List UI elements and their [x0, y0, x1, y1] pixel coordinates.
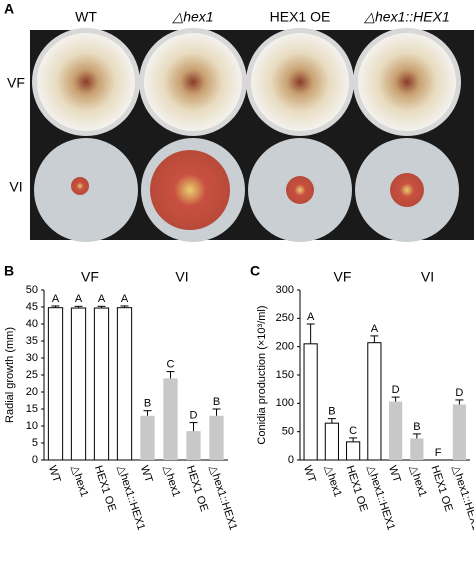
significance-letter: A	[98, 293, 106, 305]
bar	[70, 307, 87, 461]
significance-letter: D	[455, 387, 463, 399]
bar	[346, 441, 361, 461]
y-tick-label: 45	[26, 301, 38, 313]
panel-label: B	[4, 263, 14, 279]
bar	[163, 378, 178, 460]
bar	[116, 307, 133, 461]
y-tick-label: 250	[276, 312, 294, 324]
panel-label: A	[4, 1, 14, 17]
row-label: VF	[7, 75, 25, 91]
bar	[209, 415, 224, 460]
x-tick-label: △hex1	[322, 464, 343, 498]
significance-letter: C	[349, 425, 357, 437]
x-tick-label: △hex1::HEX1	[207, 464, 239, 532]
x-tick-label: △hex1	[69, 464, 90, 498]
significance-letter: B	[328, 406, 335, 418]
x-tick-label: △hex1	[407, 464, 428, 498]
y-tick-label: 25	[26, 369, 38, 381]
bar	[93, 307, 110, 461]
x-tick-label: WT	[301, 464, 318, 484]
x-tick-label: WT	[46, 464, 63, 484]
x-tick-label: △hex1	[161, 464, 182, 498]
y-tick-label: 100	[276, 397, 294, 409]
x-tick-label: HEX1 OE	[92, 464, 118, 513]
y-tick-label: 35	[26, 335, 38, 347]
significance-letter: D	[190, 410, 198, 422]
y-tick-label: 50	[282, 426, 294, 438]
significance-letter: A	[121, 293, 129, 305]
y-tick-label: 150	[276, 369, 294, 381]
bar	[324, 422, 339, 461]
y-tick-label: 0	[288, 454, 294, 466]
group-label: VI	[175, 269, 188, 285]
bar	[303, 343, 318, 461]
column-label: HEX1 OE	[270, 9, 331, 25]
bar	[389, 401, 403, 460]
group-label: VF	[81, 269, 99, 285]
y-tick-label: 0	[32, 454, 38, 466]
significance-letter: F	[435, 447, 442, 459]
column-label: △hex1	[171, 9, 213, 25]
y-tick-label: 30	[26, 352, 38, 364]
bar	[140, 415, 155, 460]
y-tick-label: 200	[276, 341, 294, 353]
y-tick-label: 10	[26, 420, 38, 432]
group-label: VF	[334, 269, 352, 285]
column-label: △hex1::HEX1	[363, 9, 449, 25]
significance-letter: B	[413, 421, 420, 433]
y-tick-label: 15	[26, 403, 38, 415]
panel-label: C	[250, 263, 260, 279]
bar	[47, 307, 64, 461]
column-label: WT	[75, 9, 97, 25]
significance-letter: A	[52, 293, 60, 305]
y-tick-label: 5	[32, 437, 38, 449]
y-tick-label: 20	[26, 386, 38, 398]
significance-letter: C	[167, 359, 175, 371]
row-label: VI	[9, 179, 22, 195]
x-tick-label: △hex1::HEX1	[450, 464, 474, 532]
significance-letter: D	[392, 384, 400, 396]
x-tick-label: WT	[386, 464, 403, 484]
significance-letter: B	[213, 396, 220, 408]
significance-letter: B	[144, 398, 151, 410]
x-tick-label: HEX1 OE	[344, 464, 370, 513]
bar	[367, 342, 382, 461]
significance-letter: A	[307, 311, 315, 323]
significance-letter: A	[75, 293, 83, 305]
x-tick-label: WT	[138, 464, 155, 484]
x-tick-label: HEX1 OE	[184, 464, 210, 513]
bar	[452, 404, 466, 460]
significance-letter: A	[371, 323, 379, 335]
y-axis-label: Radial growth (mm)	[4, 327, 16, 423]
y-tick-label: 40	[26, 318, 38, 330]
y-tick-label: 300	[276, 284, 294, 296]
y-tick-label: 50	[26, 284, 38, 296]
x-tick-label: HEX1 OE	[429, 464, 455, 513]
group-label: VI	[421, 269, 434, 285]
y-axis-label: Conidia production (×10³/ml)	[256, 305, 268, 444]
bar	[186, 431, 201, 460]
bar	[410, 438, 424, 460]
plates	[32, 28, 461, 242]
